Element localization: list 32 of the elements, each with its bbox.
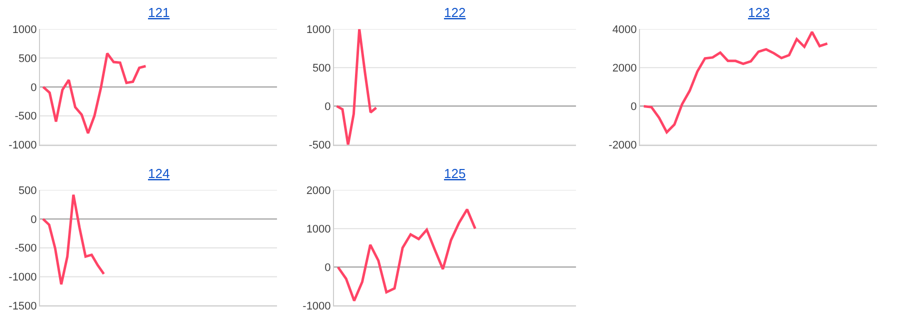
y-tick-label: 0 [324, 101, 331, 114]
y-tick-label: 1000 [306, 223, 331, 236]
y-tick-label: 4000 [612, 24, 637, 36]
chart-title: 121 [148, 5, 170, 20]
line-series [642, 30, 829, 134]
line-series [42, 52, 147, 134]
y-tick-label: 1000 [12, 24, 37, 36]
y-tick-label: -1000 [8, 140, 37, 152]
y-tick-label: 0 [30, 214, 37, 226]
y-tick-label: -1000 [302, 300, 331, 313]
chart-title: 123 [748, 5, 770, 20]
y-tick-label: -500 [14, 110, 37, 123]
y-tick-label: -1000 [8, 272, 37, 284]
y-tick-label: 500 [18, 52, 37, 65]
line-series [42, 193, 106, 286]
chart-title: 124 [148, 166, 170, 181]
y-tick-label: 1000 [306, 24, 331, 36]
y-tick-label: 2000 [306, 184, 331, 197]
y-tick-label: 500 [312, 62, 331, 74]
y-tick-label: 0 [324, 262, 331, 274]
chart-title: 125 [444, 166, 466, 181]
y-tick-label: 0 [30, 82, 37, 94]
y-tick-label: -500 [308, 140, 331, 152]
line-series [336, 208, 476, 302]
y-tick-label: -2000 [608, 140, 637, 152]
y-tick-label: -500 [14, 242, 37, 255]
y-tick-label: 500 [18, 184, 37, 197]
chart-title: 122 [444, 5, 466, 20]
line-series [336, 29, 378, 145]
y-tick-label: 2000 [612, 62, 637, 74]
y-tick-label: -1500 [8, 300, 37, 313]
y-tick-label: 0 [630, 101, 637, 114]
